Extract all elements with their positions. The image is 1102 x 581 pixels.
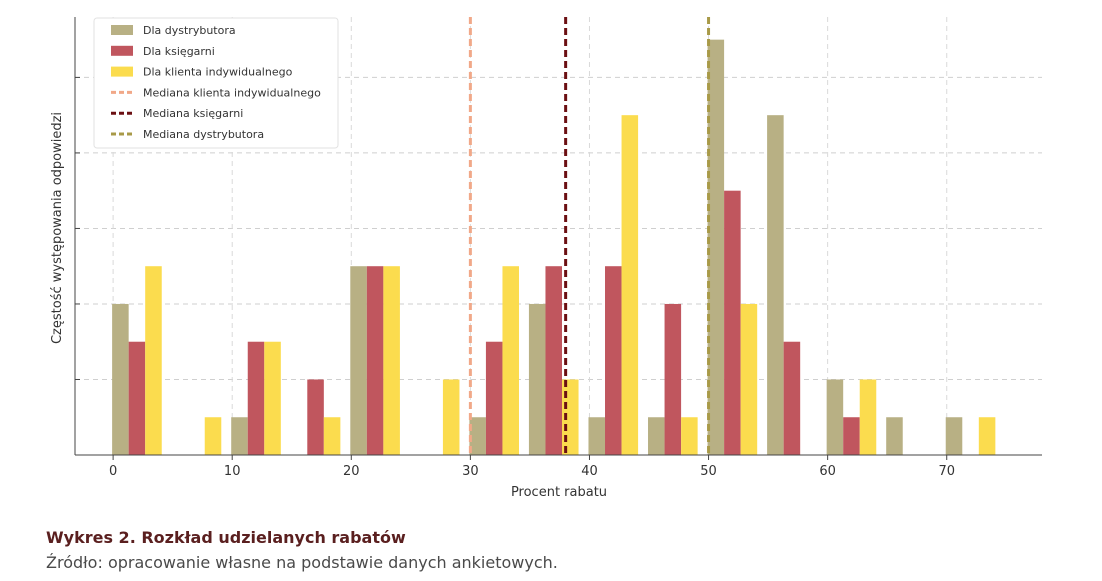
bar bbox=[843, 417, 860, 455]
legend-box bbox=[93, 17, 339, 149]
x-tick-label: 70 bbox=[938, 464, 955, 479]
bar bbox=[502, 266, 520, 455]
x-tick-label: 40 bbox=[581, 464, 598, 479]
bar bbox=[945, 417, 963, 455]
figure-caption-source: Źródło: opracowanie własne na podstawie … bbox=[46, 553, 558, 572]
bar bbox=[442, 379, 460, 455]
legend-swatch bbox=[111, 45, 133, 56]
legend-label: Mediana dystrybutora bbox=[143, 128, 264, 141]
bar bbox=[469, 417, 486, 455]
bar bbox=[978, 417, 996, 455]
axes bbox=[74, 17, 1042, 460]
bar bbox=[648, 417, 665, 455]
x-tick-label: 20 bbox=[343, 464, 360, 479]
bar bbox=[350, 266, 367, 455]
bar bbox=[783, 341, 801, 455]
x-tick-labels: 0 10 20 30 40 50 60 70 bbox=[109, 464, 955, 479]
x-axis-label: Procent rabatu bbox=[511, 485, 607, 500]
bar bbox=[681, 417, 698, 455]
bar bbox=[767, 115, 784, 455]
legend-label: Dla klienta indywidualnego bbox=[143, 66, 293, 79]
x-tick-label: 60 bbox=[819, 464, 836, 479]
x-tick-label: 50 bbox=[700, 464, 717, 479]
legend-swatch bbox=[111, 25, 133, 35]
x-tick-label: 10 bbox=[224, 464, 241, 479]
bar bbox=[707, 39, 725, 455]
bar bbox=[264, 341, 281, 455]
bar bbox=[588, 417, 606, 455]
legend-label: Dla dystrybutora bbox=[143, 24, 236, 37]
legend: Dla dystrybutora Dla księgarni Dla klienta… bbox=[93, 17, 339, 149]
bar bbox=[724, 190, 741, 456]
histogram-chart: 0 10 20 30 40 50 60 70 Procent rabatu Częstość … bbox=[50, 17, 1042, 500]
bar bbox=[247, 341, 265, 455]
bar bbox=[323, 417, 341, 455]
figure-caption-title: Wykres 2. Rozkład udzielanych rabatów bbox=[46, 528, 406, 547]
y-axis-label: Częstość występowania odpowiedzi bbox=[50, 112, 65, 344]
bar bbox=[740, 303, 758, 455]
bar bbox=[605, 266, 622, 455]
bar bbox=[886, 417, 903, 455]
legend-swatch bbox=[111, 66, 133, 77]
legend-label: Mediana księgarni bbox=[143, 107, 243, 120]
x-tick-label: 30 bbox=[462, 464, 479, 479]
bar bbox=[128, 341, 146, 455]
bar bbox=[307, 379, 324, 455]
bar bbox=[231, 417, 248, 455]
bars bbox=[112, 39, 996, 456]
bar bbox=[545, 266, 563, 455]
legend-label: Mediana klienta indywidualnego bbox=[143, 86, 321, 99]
bar bbox=[366, 266, 384, 455]
median-lines bbox=[468, 17, 711, 455]
bar bbox=[112, 303, 129, 455]
bar bbox=[621, 115, 639, 455]
legend-label: Dla księgarni bbox=[143, 45, 215, 58]
bar bbox=[826, 379, 844, 455]
x-tick-label: 0 bbox=[109, 464, 117, 479]
bar bbox=[859, 379, 877, 455]
bar bbox=[204, 417, 222, 455]
bar bbox=[145, 266, 162, 455]
bar bbox=[485, 341, 503, 455]
bar bbox=[528, 303, 546, 455]
bar bbox=[664, 303, 682, 455]
bar bbox=[383, 266, 400, 455]
